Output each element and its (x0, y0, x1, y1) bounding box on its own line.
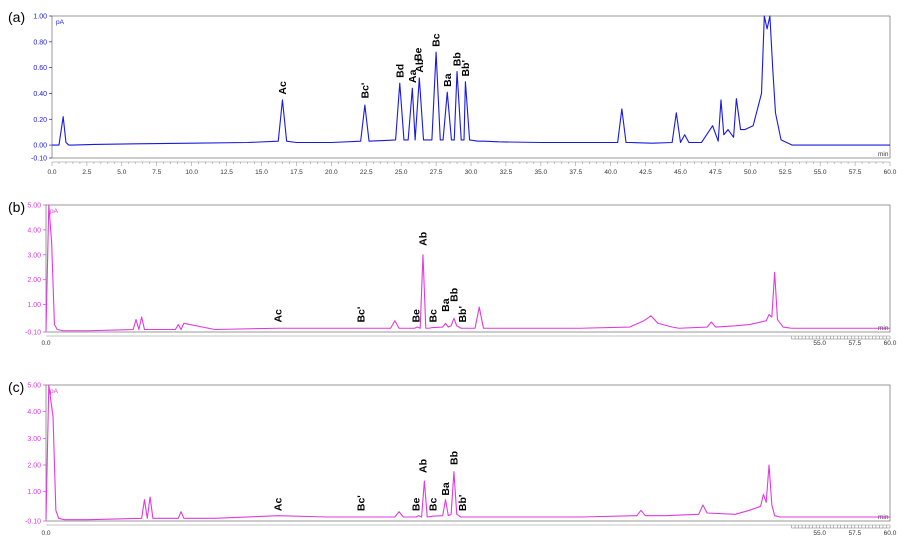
y-tick-label: 2.00 (27, 463, 41, 470)
peak-label-Bbprime: Bb' (457, 495, 469, 512)
x-tick-label: 35.0 (535, 169, 548, 176)
peak-label-Bb: Bb (448, 451, 460, 465)
y-tick-label: 4.00 (27, 227, 41, 234)
y-tick-label: 3.00 (27, 436, 41, 443)
peak-label-Bb: Bb (448, 288, 460, 302)
x-tick-label: 60.0 (884, 530, 897, 537)
y-tick-label: 1.00 (33, 14, 47, 21)
peak-label-Bd: Bd (394, 64, 406, 78)
x-tick-label: 55.0 (814, 169, 827, 176)
x-tick-label: 20.0 (325, 169, 338, 176)
y-tick-label: 0.00 (33, 143, 47, 150)
x-tick-label: 57.5 (849, 530, 862, 537)
peak-label-Bc: Bc (427, 498, 439, 512)
peak-label-Bbprime: Bb' (460, 60, 472, 77)
peak-label-Ab: Ab (417, 459, 429, 473)
y-tick-label: 0.60 (33, 65, 47, 72)
y-tick-label: 5.00 (27, 203, 41, 210)
peak-label-Bcprime: Bc' (359, 83, 371, 99)
x-unit-label: min (878, 151, 889, 158)
trace-line (45, 384, 890, 521)
chart-panel-3: (c) pA 5.00 4.00 3.00 2.00 1.00 -0.100.0 55.0 57.… (8, 379, 897, 537)
peak-label-Ac: Ac (277, 81, 289, 95)
peak-label-Bb: Bb (452, 52, 464, 66)
y-unit-label: pA (50, 388, 59, 395)
peak-label-Ac: Ac (273, 309, 285, 323)
plot-frame (51, 15, 891, 159)
x-tick-label: 42.5 (639, 169, 652, 176)
chart-panel-1: (a) pA 1.00 0.80 0.60 0.40 0.20 0.00 -0.100.0 2.5… (8, 9, 897, 176)
peak-label-Aa: Aa (407, 69, 419, 83)
plot-frame (45, 384, 891, 522)
y-tick-label: 0.20 (33, 117, 47, 124)
y-tick-label: 1.00 (27, 302, 41, 309)
x-tick-label: 0.0 (41, 530, 50, 537)
peak-label-Bc: Bc (431, 33, 443, 47)
x-tick-label: 57.5 (849, 340, 862, 347)
y-tick-label: -0.10 (25, 519, 41, 526)
peak-label-Be: Be (410, 498, 422, 512)
peak-label-Ab: Ab (414, 59, 426, 73)
peak-label-Bcprime: Bc' (356, 307, 368, 323)
y-unit-label: pA (56, 19, 65, 26)
peak-label-Be: Be (412, 47, 424, 61)
x-tick-label: 30.0 (465, 169, 478, 176)
x-tick-label: 7.5 (152, 169, 161, 176)
x-tick-label: 0.0 (47, 169, 56, 176)
x-tick-label: 12.5 (220, 169, 233, 176)
x-tick-label: 40.0 (604, 169, 617, 176)
peak-label-Ba: Ba (440, 482, 452, 496)
y-tick-label: 5.00 (27, 383, 41, 390)
x-tick-label: 27.5 (430, 169, 443, 176)
x-tick-label: 37.5 (569, 169, 582, 176)
peak-label-Ac: Ac (273, 498, 285, 512)
chart-panel-2: (b) pA 5.00 4.00 3.00 2.00 1.00 -0.100.0 55.0 57.… (8, 199, 897, 347)
panel-label-3: (c) (8, 379, 24, 395)
trace-line (45, 204, 890, 332)
peak-label-Be: Be (410, 309, 422, 323)
y-tick-label: 1.00 (27, 489, 41, 496)
x-tick-label: 25.0 (395, 169, 408, 176)
x-tick-label: 55.0 (813, 530, 826, 537)
x-tick-label: 47.5 (709, 169, 722, 176)
peak-label-Bcprime: Bc' (356, 495, 368, 511)
trace-line (52, 15, 890, 146)
y-tick-label: 2.00 (27, 277, 41, 284)
y-tick-label: 3.00 (27, 252, 41, 259)
x-tick-label: 0.0 (41, 340, 50, 347)
y-tick-label: 0.80 (33, 39, 47, 46)
y-tick-label: -0.10 (31, 156, 47, 163)
panel-label-1: (a) (8, 9, 25, 25)
x-tick-label: 55.0 (813, 340, 826, 347)
peak-label-Ba: Ba (442, 73, 454, 87)
x-tick-label: 60.0 (884, 340, 897, 347)
x-tick-label: 60.0 (884, 169, 897, 176)
y-tick-label: -0.10 (25, 330, 41, 337)
peak-label-Bc: Bc (427, 309, 439, 323)
x-tick-label: 2.5 (82, 169, 91, 176)
x-tick-label: 15.0 (255, 169, 268, 176)
x-tick-label: 32.5 (500, 169, 513, 176)
x-tick-label: 57.5 (849, 169, 862, 176)
x-tick-label: 50.0 (744, 169, 757, 176)
y-tick-label: 4.00 (27, 409, 41, 416)
peak-label-Bbprime: Bb' (457, 306, 469, 323)
x-tick-label: 52.5 (779, 169, 792, 176)
panel-label-2: (b) (8, 199, 25, 215)
y-tick-label: 0.40 (33, 91, 47, 98)
peak-label-Ba: Ba (440, 298, 452, 312)
plot-frame (45, 204, 891, 333)
y-unit-label: pA (50, 208, 59, 215)
x-tick-label: 10.0 (185, 169, 198, 176)
x-tick-label: 22.5 (360, 169, 373, 176)
peak-label-Ab: Ab (417, 232, 429, 246)
x-tick-label: 17.5 (290, 169, 303, 176)
x-tick-label: 45.0 (674, 169, 687, 176)
x-tick-label: 5.0 (117, 169, 126, 176)
